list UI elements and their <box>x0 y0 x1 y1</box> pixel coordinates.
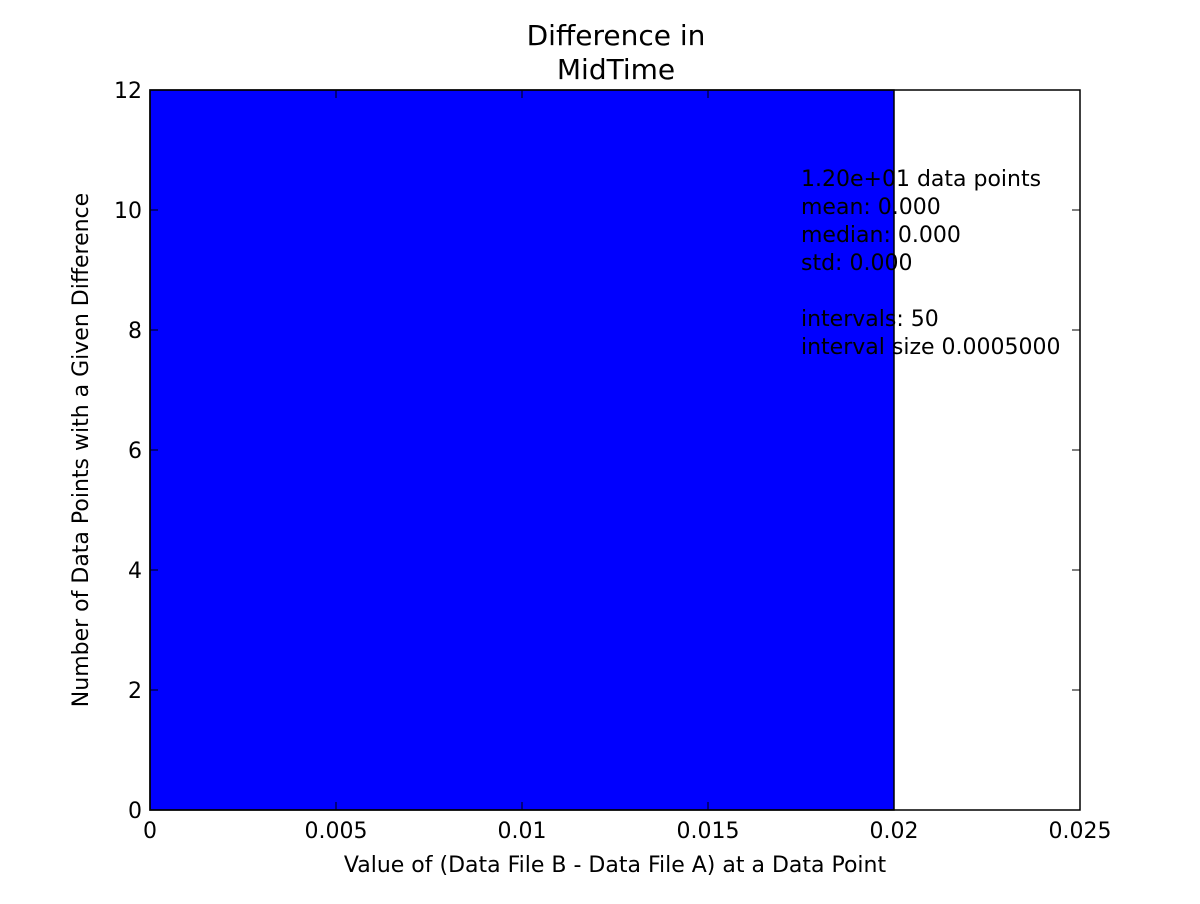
x-tick-label: 0.015 <box>677 819 740 844</box>
chart-title-line-2: MidTime <box>557 53 675 86</box>
x-tick-label: 0.005 <box>305 819 368 844</box>
annotation-line: std: 0.000 <box>801 251 912 276</box>
y-tick-label: 8 <box>128 319 142 344</box>
annotation-line: 1.20e+01 data points <box>801 167 1041 192</box>
x-tick-label: 0.01 <box>498 819 547 844</box>
bars-layer <box>149 89 895 811</box>
x-tick-label: 0.02 <box>870 819 919 844</box>
ticks-layer: 0 0.005 0.01 0.015 0.02 0.025 0 2 4 6 8 10 12 <box>114 79 1111 844</box>
annotation-line: mean: 0.000 <box>801 195 941 220</box>
histogram-bar <box>149 89 895 811</box>
stats-annotation: 1.20e+01 data points mean: 0.000 median: 0… <box>801 167 1061 360</box>
x-tick-label: 0 <box>143 819 157 844</box>
y-tick-label: 2 <box>128 679 142 704</box>
y-tick-label: 12 <box>114 79 142 104</box>
annotation-line: intervals: 50 <box>801 307 939 332</box>
y-tick-label: 0 <box>128 799 142 824</box>
x-tick-label: 0.025 <box>1049 819 1112 844</box>
y-tick-label: 10 <box>114 199 142 224</box>
annotation-line: median: 0.000 <box>801 223 961 248</box>
y-tick-label: 4 <box>128 559 142 584</box>
y-tick-label: 6 <box>128 439 142 464</box>
y-axis-label: Number of Data Points with a Given Diffe… <box>69 193 94 707</box>
x-axis-label: Value of (Data File B - Data File A) at … <box>344 853 887 878</box>
chart-title-line-1: Difference in <box>527 19 706 52</box>
annotation-line: interval size 0.0005000 <box>801 335 1061 360</box>
